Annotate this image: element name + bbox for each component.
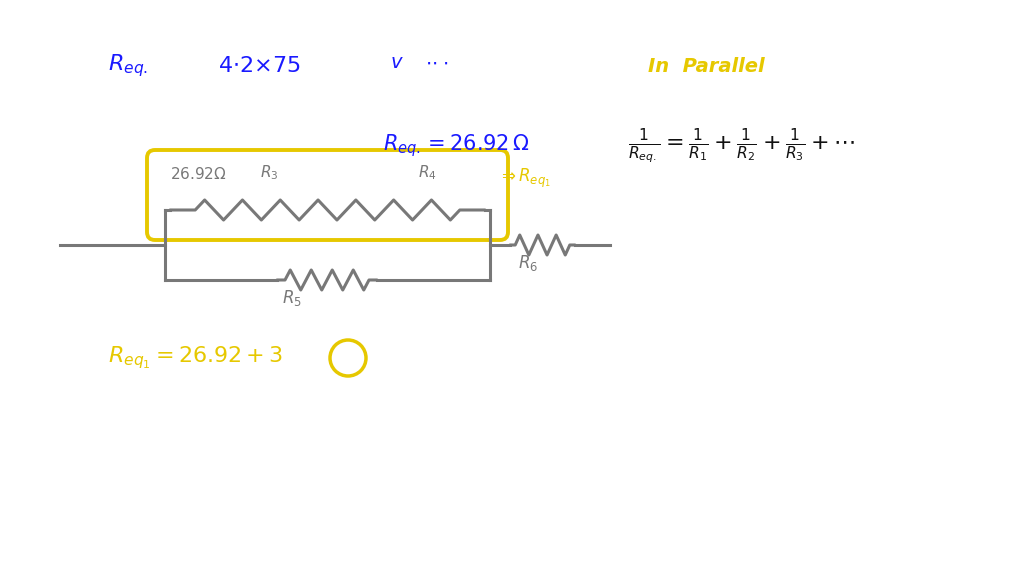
Text: $\Rightarrow R_{eq_1}$: $\Rightarrow R_{eq_1}$ (498, 167, 551, 190)
Text: In  Parallel: In Parallel (648, 56, 765, 75)
Text: $R_{eq.}$: $R_{eq.}$ (108, 52, 148, 79)
Text: $R_{eq_1} = 26.92 + 3$: $R_{eq_1} = 26.92 + 3$ (108, 344, 284, 372)
Text: $R_4$: $R_4$ (418, 164, 436, 182)
Text: $26.92\Omega$: $26.92\Omega$ (170, 166, 226, 182)
Text: $R_5$: $R_5$ (282, 288, 302, 308)
Text: $R_6$: $R_6$ (518, 253, 539, 273)
Text: $4{\cdot}2{\times}75$: $4{\cdot}2{\times}75$ (218, 56, 300, 76)
Text: $\cdot\!\cdot\!\cdot$: $\cdot\!\cdot\!\cdot$ (425, 54, 449, 73)
Text: $v$: $v$ (390, 54, 403, 73)
Text: $R_3$: $R_3$ (260, 164, 279, 182)
Text: $\frac{1}{R_{eq.}} = \frac{1}{R_1} + \frac{1}{R_2} + \frac{1}{R_3} + \cdots$: $\frac{1}{R_{eq.}} = \frac{1}{R_1} + \fr… (628, 126, 855, 166)
Text: $R_{eq.} = 26.92\,\Omega$: $R_{eq.} = 26.92\,\Omega$ (383, 132, 529, 160)
